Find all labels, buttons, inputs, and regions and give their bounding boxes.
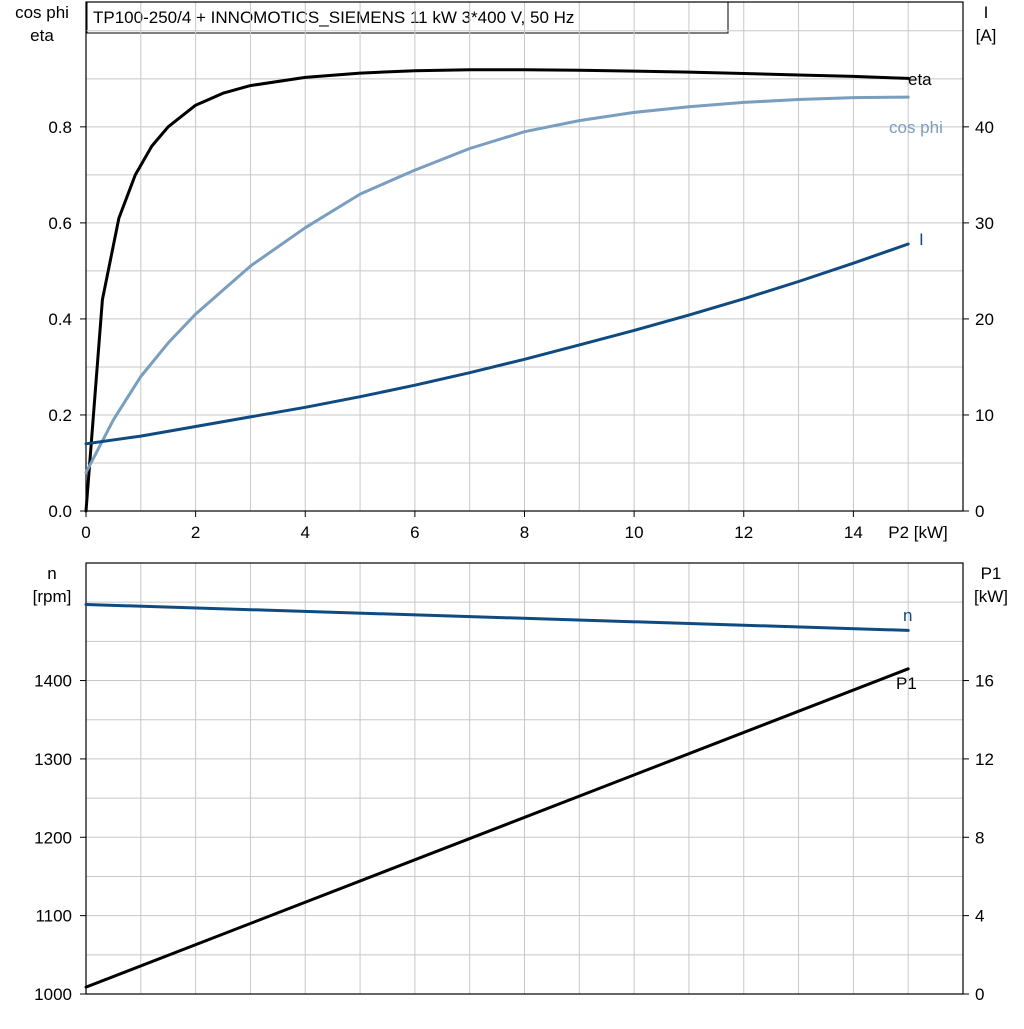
right-axis-tick-label: 16 [975,672,994,691]
top-right-axis-label-1: I [984,3,989,22]
bottom-right-axis-label-2: [kW] [974,587,1008,606]
series-line-cos-phi [84,95,910,475]
x-axis-tick-label: 0 [81,523,90,542]
top-left-axis-label-1: cos phi [15,3,69,22]
right-axis-tick-label: 30 [975,214,994,233]
series-label-n: n [903,606,912,625]
left-axis-tick-label: 0.8 [48,118,72,137]
plot-frame [85,562,964,995]
series-line-i [84,242,910,446]
x-axis-label: P2 [kW] [888,523,948,542]
left-axis-tick-label: 0.6 [48,214,72,233]
left-axis-tick-label: 0.0 [48,502,72,521]
x-axis-tick-label: 14 [844,523,863,542]
right-axis-tick-label: 12 [975,750,994,769]
chart-title: TP100-250/4 + INNOMOTICS_SIEMENS 11 kW 3… [93,8,574,27]
right-axis-tick-label: 8 [975,828,984,847]
series-label-eta: eta [908,70,932,89]
x-axis-tick-label: 8 [520,523,529,542]
top-left-axis-label-2: eta [30,26,54,45]
left-axis-tick-label: 1400 [34,672,72,691]
bottom-left-axis-label-2: [rpm] [33,587,72,606]
left-axis-tick-label: 1200 [34,828,72,847]
x-axis-tick-label: 6 [410,523,419,542]
bottom-right-axis-label-1: P1 [981,564,1002,583]
x-axis-tick-label: 12 [734,523,753,542]
x-axis-tick-label: 2 [191,523,200,542]
title-box [86,1,729,34]
series-line-p1 [84,667,910,989]
left-axis-tick-label: 0.2 [48,406,72,425]
series-line-n [84,603,910,632]
left-axis-tick-label: 0.4 [48,310,72,329]
right-axis-tick-label: 20 [975,310,994,329]
top-right-axis-label-2: [A] [976,26,997,45]
right-axis-tick-label: 4 [975,907,984,926]
left-axis-tick-label: 1100 [35,907,72,926]
series-line-eta [84,68,910,513]
series-label-i: I [919,230,924,249]
left-axis-tick-label: 1300 [34,750,72,769]
x-axis-tick-label: 4 [301,523,310,542]
right-axis-tick-label: 0 [975,985,984,1004]
left-axis-tick-label: 1000 [34,985,72,1004]
bottom-left-axis-label-1: n [47,564,56,583]
right-axis-tick-label: 0 [975,502,984,521]
right-axis-tick-label: 10 [975,406,994,425]
x-axis-tick-label: 10 [625,523,644,542]
series-label-p1: P1 [896,674,917,693]
right-axis-tick-label: 40 [975,118,994,137]
series-label-cos-phi: cos phi [889,118,943,137]
